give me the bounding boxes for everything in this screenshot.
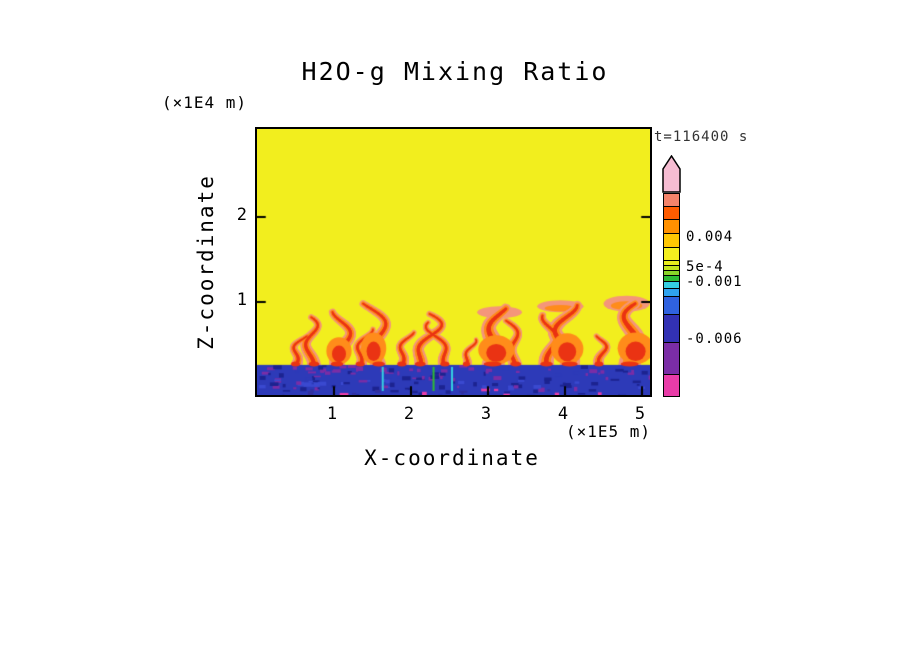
y-tick-label: 1 bbox=[236, 290, 247, 310]
colorbar-label: -0.001 bbox=[686, 274, 743, 291]
colorbar-label: 0.004 bbox=[686, 229, 734, 246]
x-tick-label: 5 bbox=[634, 404, 646, 424]
x-tick-label: 4 bbox=[557, 404, 569, 424]
colorbar-segment bbox=[664, 314, 679, 342]
colorbar-arrow-shape bbox=[662, 155, 681, 193]
colorbar-segment bbox=[664, 194, 679, 206]
colorbar-segment bbox=[664, 270, 679, 275]
colorbar-segment bbox=[664, 374, 679, 396]
colorbar-segment bbox=[664, 288, 679, 296]
y-axis-units-label: (×1E4 m) bbox=[162, 93, 248, 112]
colorbar-segment bbox=[664, 233, 679, 247]
x-axis-units-label: (×1E5 m) bbox=[566, 422, 652, 441]
colorbar-bar bbox=[663, 193, 680, 397]
x-axis-label: X-coordinate bbox=[364, 446, 540, 470]
colorbar-segment bbox=[664, 296, 679, 314]
plot-frame bbox=[255, 127, 652, 397]
colorbar-label: 5e-4 bbox=[686, 258, 724, 275]
x-tick-label: 3 bbox=[480, 404, 492, 424]
colorbar-segment bbox=[664, 265, 679, 270]
heatmap-canvas bbox=[257, 129, 650, 395]
colorbar-arrow bbox=[662, 155, 681, 193]
colorbar-segment bbox=[664, 342, 679, 374]
colorbar-segment bbox=[664, 206, 679, 219]
chart-title: H2O-g Mixing Ratio bbox=[301, 57, 609, 86]
x-tick-label: 1 bbox=[326, 404, 338, 424]
colorbar-label: -0.006 bbox=[686, 331, 743, 348]
colorbar-segment bbox=[664, 275, 679, 281]
x-tick-label: 2 bbox=[403, 404, 415, 424]
colorbar-segment bbox=[664, 260, 679, 265]
colorbar-segment bbox=[664, 247, 679, 260]
y-tick-label: 2 bbox=[236, 205, 247, 225]
colorbar-segment bbox=[664, 219, 679, 233]
time-annotation: t=116400 s bbox=[654, 129, 749, 145]
y-axis-label: Z-coordinate bbox=[194, 174, 218, 350]
colorbar-segment bbox=[664, 281, 679, 288]
